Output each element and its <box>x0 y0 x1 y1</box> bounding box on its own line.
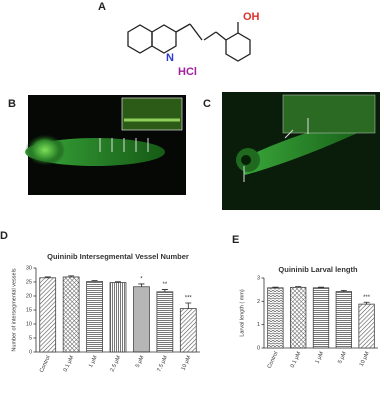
y-tick-label: 0 <box>29 349 32 355</box>
error-bar <box>44 276 51 278</box>
panel-label: E <box>232 234 239 246</box>
y-tick-label: 10 <box>26 321 32 327</box>
microscopy-image <box>222 92 380 210</box>
y-tick-label: 30 <box>26 265 32 271</box>
atom-label: HCl <box>178 66 197 78</box>
bar <box>335 291 352 349</box>
error-bar <box>138 283 145 287</box>
y-tick-label: 15 <box>26 307 32 313</box>
panel-label: C <box>203 98 211 110</box>
y-axis-label: Number of intersegmental vessels <box>11 268 17 351</box>
bar <box>39 277 57 353</box>
y-tick-label: 2 <box>257 299 260 305</box>
x-tick-label: 7.5 µM <box>156 355 169 373</box>
x-tick-label: 5 µM <box>135 355 146 369</box>
y-tick-label: 25 <box>26 279 32 285</box>
error-bar <box>68 275 75 277</box>
bar <box>109 282 127 353</box>
bar <box>312 287 330 349</box>
x-tick-label: 0.1 µM <box>63 355 76 373</box>
x-tick-label: Control <box>39 355 52 374</box>
error-bar <box>340 289 347 292</box>
chart-title: Quininib Larval length <box>278 265 358 274</box>
panel-label: D <box>0 230 8 242</box>
bar <box>156 291 174 353</box>
significance-label: ** <box>163 282 168 288</box>
y-axis-label: Larval length ( mm) <box>239 289 245 337</box>
significance-label: * <box>140 277 143 283</box>
error-bar <box>295 286 302 288</box>
microscopy-image <box>25 95 186 195</box>
chart-title: Quininib Intersegmental Vessel Number <box>47 252 189 261</box>
error-bar <box>91 280 98 282</box>
x-tick-label: 1 µM <box>314 351 325 365</box>
x-tick-label: 10 µM <box>359 351 371 368</box>
x-tick-label: 10 µM <box>180 355 192 372</box>
significance-label: *** <box>363 295 371 301</box>
bar <box>358 303 375 349</box>
y-tick-label: 3 <box>257 275 260 281</box>
error-bar <box>161 289 168 292</box>
y-tick-label: 0 <box>257 345 260 351</box>
error-bar <box>363 301 370 305</box>
error-bar <box>185 302 192 309</box>
error-bar <box>272 286 279 288</box>
error-bar <box>318 286 324 288</box>
panel-label: B <box>8 98 16 110</box>
bar <box>290 286 307 349</box>
atom-label: N <box>166 52 174 64</box>
y-tick-label: 1 <box>257 322 260 328</box>
bar <box>86 281 103 353</box>
error-bar <box>115 281 121 283</box>
bar <box>267 287 284 349</box>
molecule-structure <box>127 22 251 62</box>
atom-label: OH <box>243 11 260 23</box>
significance-label: *** <box>185 296 193 302</box>
panel-label: A <box>98 1 106 13</box>
bar <box>133 286 150 353</box>
x-tick-label: 5 µM <box>337 351 348 365</box>
y-tick-label: 5 <box>29 335 32 341</box>
bar <box>62 276 80 353</box>
x-tick-label: 1 µM <box>88 355 99 369</box>
x-tick-label: 2.5 µM <box>110 355 123 373</box>
x-tick-label: 0.1 µM <box>290 351 303 369</box>
x-tick-label: Control <box>267 351 280 370</box>
bar <box>179 308 197 353</box>
y-tick-label: 20 <box>26 293 32 299</box>
